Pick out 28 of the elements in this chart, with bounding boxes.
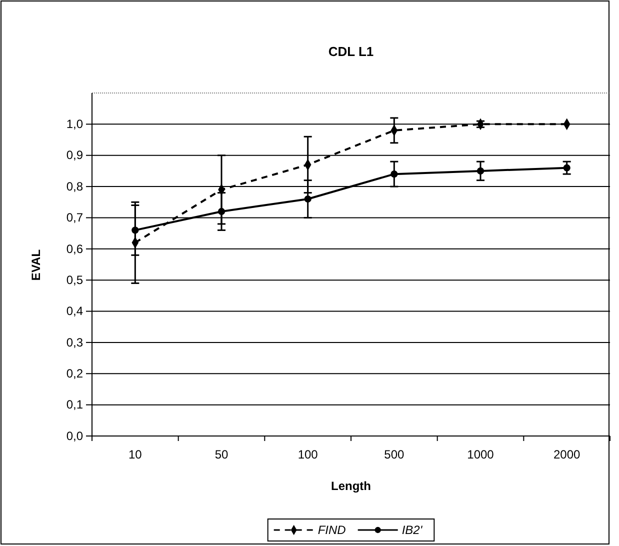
x-tick-label: 10 — [128, 448, 142, 462]
y-tick-label: 0,5 — [66, 272, 84, 287]
x-tick-label: 100 — [298, 448, 318, 462]
x-tick-label: 1000 — [467, 448, 494, 462]
point — [563, 164, 570, 172]
y-tick-label: 1,0 — [66, 117, 84, 132]
point — [476, 167, 484, 175]
x-tick-label: 50 — [214, 448, 228, 462]
chart-title: CDL L1 — [328, 44, 374, 59]
y-tick-label: 0,0 — [66, 428, 84, 443]
point — [218, 208, 226, 216]
point — [132, 226, 139, 234]
y-tick-label: 0,9 — [66, 148, 84, 162]
y-tick-label: 0,6 — [66, 242, 84, 256]
point — [304, 195, 312, 203]
y-tick-label: 0,1 — [66, 398, 84, 412]
y-tick-label: 0,7 — [66, 210, 84, 225]
x-tick-label: 2000 — [553, 448, 581, 462]
y-tick-label: 0,2 — [66, 366, 84, 380]
x-tick-label: 500 — [384, 448, 404, 462]
y-tick-label: 0,8 — [66, 179, 84, 194]
y-tick-label: 0,3 — [66, 335, 84, 350]
legend-label: IB2' — [402, 523, 423, 537]
point — [390, 170, 398, 178]
legend-label: FIND — [318, 523, 346, 537]
x-axis-title: Length — [331, 479, 371, 493]
y-axis-title: EVAL — [29, 249, 43, 281]
y-tick-label: 0,4 — [66, 304, 84, 318]
